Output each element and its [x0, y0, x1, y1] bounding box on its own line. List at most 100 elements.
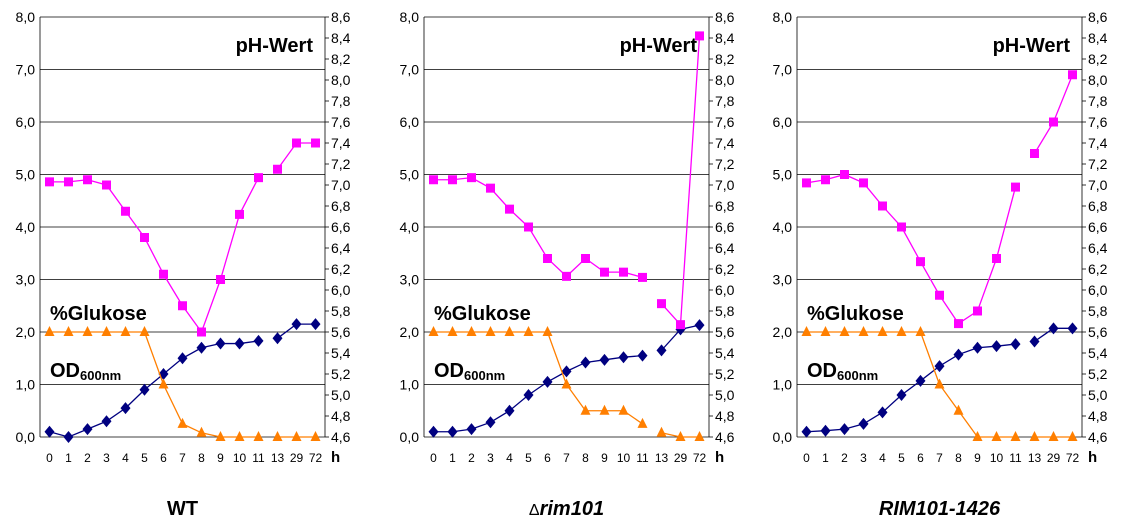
left-tick-label: 1,0: [16, 377, 36, 393]
data-point: [428, 425, 439, 438]
right-tick-label: 5,8: [1088, 303, 1108, 319]
data-point: [695, 31, 704, 41]
x-tick-label: 11: [1009, 451, 1022, 465]
data-point: [991, 340, 1002, 353]
data-point: [447, 326, 458, 336]
data-point: [992, 254, 1001, 263]
chart-panel-1: 0,0 1,0 2,0 3,0 4,0 5,0 6,0 7,0 8,0 4,6 4,8 5,0 5,2 5…: [16, 9, 351, 520]
right-tick-label: 4,8: [715, 408, 735, 424]
data-point: [1067, 431, 1078, 441]
data-point: [1067, 322, 1078, 335]
left-tick-label: 7,0: [16, 62, 36, 78]
left-tick-label: 1,0: [773, 377, 793, 393]
right-tick-label: 6,2: [1088, 261, 1108, 277]
panel-caption: Δrim101: [529, 498, 604, 520]
right-tick-label: 8,6: [715, 9, 735, 25]
data-point: [83, 175, 92, 185]
data-point: [934, 360, 945, 373]
series-line: [806, 173, 1017, 325]
ph-label: pH-Wert: [620, 35, 698, 57]
data-point: [272, 431, 283, 441]
right-tick-label: 8,0: [331, 72, 351, 88]
right-tick-label: 7,6: [331, 114, 351, 130]
x-tick-label: 8: [582, 451, 589, 465]
data-point: [840, 170, 849, 179]
x-tick-label: 7: [563, 451, 570, 465]
left-tick-label: 6,0: [16, 114, 36, 130]
data-point: [991, 431, 1002, 441]
right-tick-label: 7,6: [715, 114, 735, 130]
x-tick-label: 11: [636, 451, 649, 465]
x-tick-label: 72: [1066, 451, 1080, 465]
x-unit-label: h: [715, 449, 724, 466]
data-point: [561, 378, 572, 389]
x-tick-label: 72: [693, 451, 707, 465]
left-tick-label: 1,0: [400, 377, 420, 393]
data-point: [877, 406, 888, 419]
right-tick-label: 6,4: [1088, 240, 1108, 256]
ph-label: pH-Wert: [993, 35, 1071, 57]
data-point: [1010, 338, 1021, 351]
right-tick-label: 5,2: [715, 366, 735, 382]
data-point: [694, 319, 705, 332]
x-tick-label: 72: [309, 451, 323, 465]
data-point: [448, 175, 457, 185]
right-tick-label: 4,6: [331, 429, 351, 445]
right-tick-label: 7,4: [715, 135, 735, 151]
ph-label: pH-Wert: [236, 35, 314, 57]
data-point: [291, 431, 302, 441]
left-tick-label: 7,0: [773, 62, 793, 78]
left-tick-label: 3,0: [773, 272, 793, 288]
data-point: [101, 415, 112, 428]
x-tick-label: 6: [917, 451, 924, 465]
right-tick-label: 5,6: [331, 324, 351, 340]
data-point: [466, 326, 477, 336]
data-point: [504, 404, 515, 417]
left-tick-label: 5,0: [400, 167, 420, 183]
data-point: [139, 326, 150, 336]
right-tick-label: 6,4: [715, 240, 735, 256]
data-point: [580, 356, 591, 369]
data-point: [524, 222, 533, 232]
data-point: [618, 404, 629, 415]
right-tick-label: 5,6: [1088, 324, 1108, 340]
right-tick-label: 7,0: [715, 177, 735, 193]
data-point: [839, 423, 850, 436]
data-point: [63, 326, 74, 336]
data-point: [234, 337, 245, 350]
data-point: [675, 431, 686, 441]
od-label: OD600nm: [50, 360, 121, 383]
data-point: [63, 431, 74, 443]
series-line: [806, 343, 1016, 433]
data-point: [953, 348, 964, 361]
right-tick-label: 7,2: [715, 156, 735, 172]
data-point: [896, 389, 907, 401]
data-point: [158, 378, 169, 389]
glucose-label: %Glukose: [807, 303, 904, 325]
data-point: [801, 326, 812, 336]
data-point: [637, 349, 648, 362]
data-point: [215, 337, 226, 350]
data-point: [253, 334, 264, 347]
right-tick-label: 7,4: [1088, 135, 1108, 151]
right-tick-label: 5,8: [331, 303, 351, 319]
data-point: [485, 416, 496, 429]
left-tick-label: 5,0: [773, 167, 793, 183]
data-point: [619, 267, 628, 277]
od-label: OD600nm: [434, 360, 505, 383]
series-line: [433, 331, 643, 425]
data-point: [429, 175, 438, 185]
right-tick-label: 8,4: [331, 30, 351, 46]
right-tick-label: 5,6: [715, 324, 735, 340]
right-tick-label: 6,0: [1088, 282, 1108, 298]
right-tick-label: 4,8: [1088, 408, 1108, 424]
right-tick-label: 8,4: [715, 30, 735, 46]
x-tick-label: 3: [103, 451, 110, 465]
data-point: [44, 425, 55, 438]
x-tick-label: 6: [160, 451, 167, 465]
right-tick-label: 7,8: [715, 93, 735, 109]
data-point: [253, 431, 264, 441]
data-point: [197, 327, 206, 337]
left-tick-label: 0,0: [16, 429, 36, 445]
right-tick-label: 5,0: [331, 387, 351, 403]
